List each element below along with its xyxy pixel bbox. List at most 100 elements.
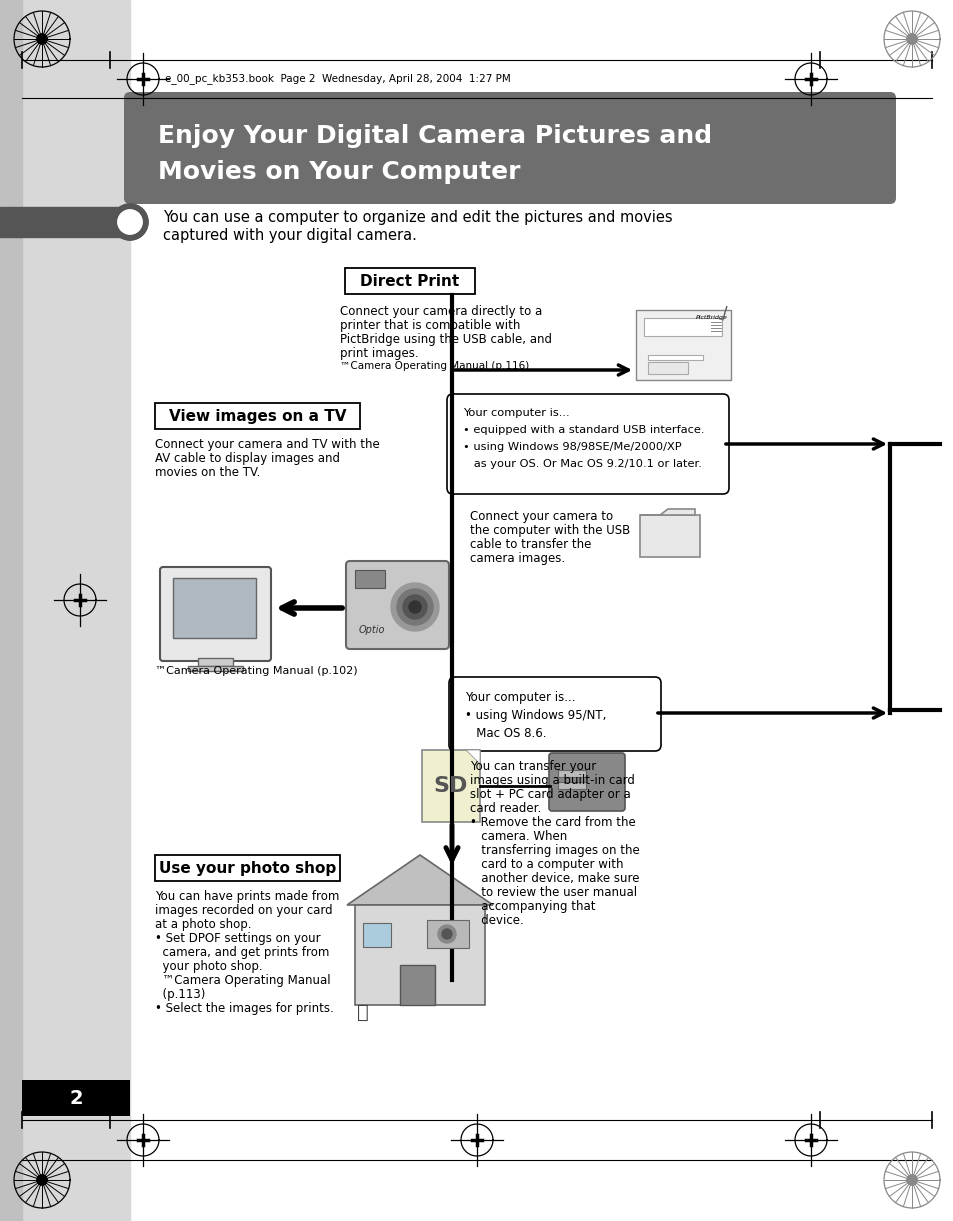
- Text: card to a computer with: card to a computer with: [470, 858, 623, 871]
- Text: PictBridge using the USB cable, and: PictBridge using the USB cable, and: [339, 333, 552, 346]
- Bar: [22, 1081, 130, 1116]
- Text: • equipped with a standard USB interface.: • equipped with a standard USB interface…: [462, 425, 703, 435]
- Text: printer that is compatible with: printer that is compatible with: [339, 319, 519, 332]
- Bar: [198, 658, 233, 665]
- Text: (p.113): (p.113): [154, 988, 205, 1001]
- Text: to review the user manual: to review the user manual: [470, 886, 637, 899]
- Bar: [643, 317, 721, 336]
- Text: 2: 2: [70, 1088, 83, 1107]
- Circle shape: [437, 926, 456, 943]
- Circle shape: [37, 1175, 47, 1186]
- Text: card reader.: card reader.: [470, 802, 540, 814]
- Text: accompanying that: accompanying that: [470, 900, 595, 913]
- Text: Your computer is...: Your computer is...: [462, 408, 569, 418]
- Bar: [363, 923, 391, 947]
- Text: • Remove the card from the: • Remove the card from the: [470, 816, 635, 829]
- Bar: [154, 855, 339, 882]
- Text: You can transfer your: You can transfer your: [470, 759, 596, 773]
- Text: camera. When: camera. When: [470, 830, 567, 842]
- Circle shape: [402, 595, 427, 619]
- Text: device.: device.: [470, 915, 523, 927]
- Circle shape: [441, 929, 452, 939]
- Text: Movies on Your Computer: Movies on Your Computer: [158, 160, 520, 184]
- Bar: [647, 361, 687, 374]
- Bar: [0, 0, 22, 1221]
- Circle shape: [409, 601, 420, 613]
- Bar: [22, 1081, 130, 1116]
- Text: You can have prints made from: You can have prints made from: [154, 890, 339, 904]
- Text: AV cable to display images and: AV cable to display images and: [154, 452, 339, 465]
- Bar: [355, 570, 385, 589]
- Text: Optio: Optio: [358, 625, 385, 635]
- Circle shape: [396, 589, 433, 625]
- Bar: [172, 578, 255, 639]
- Circle shape: [112, 204, 148, 241]
- Circle shape: [112, 204, 148, 241]
- Text: slot + PC card adapter or a: slot + PC card adapter or a: [470, 788, 630, 801]
- Text: Direct Print: Direct Print: [360, 274, 459, 288]
- FancyBboxPatch shape: [548, 753, 624, 811]
- FancyBboxPatch shape: [639, 515, 700, 557]
- Text: Enjoy Your Digital Camera Pictures and: Enjoy Your Digital Camera Pictures and: [158, 125, 711, 148]
- Text: Connect your camera and TV with the: Connect your camera and TV with the: [154, 438, 379, 451]
- Text: captured with your digital camera.: captured with your digital camera.: [163, 228, 416, 243]
- Text: /: /: [721, 304, 727, 322]
- Text: Connect your camera directly to a: Connect your camera directly to a: [339, 305, 541, 317]
- Bar: [188, 665, 243, 672]
- Text: as your OS. Or Mac OS 9.2/10.1 or later.: as your OS. Or Mac OS 9.2/10.1 or later.: [462, 459, 701, 469]
- Text: Connect your camera to: Connect your camera to: [470, 510, 613, 523]
- FancyBboxPatch shape: [160, 567, 271, 661]
- Text: • using Windows 95/NT,: • using Windows 95/NT,: [464, 709, 606, 722]
- Polygon shape: [347, 855, 493, 905]
- Text: e_00_pc_kb353.book  Page 2  Wednesday, April 28, 2004  1:27 PM: e_00_pc_kb353.book Page 2 Wednesday, Apr…: [165, 73, 510, 84]
- Bar: [647, 355, 702, 360]
- Text: • Select the images for prints.: • Select the images for prints.: [154, 1002, 334, 1015]
- Circle shape: [118, 210, 142, 234]
- Text: camera, and get prints from: camera, and get prints from: [154, 946, 329, 958]
- Bar: [427, 919, 469, 947]
- Text: ™Camera Operating Manual (p.116): ™Camera Operating Manual (p.116): [339, 361, 529, 371]
- Bar: [0, 0, 130, 1221]
- Bar: [399, 965, 435, 1005]
- Bar: [421, 750, 479, 822]
- Polygon shape: [639, 509, 695, 515]
- FancyBboxPatch shape: [124, 92, 895, 204]
- Text: ™Camera Operating Manual (p.102): ™Camera Operating Manual (p.102): [154, 665, 357, 676]
- FancyBboxPatch shape: [346, 560, 449, 650]
- Text: ⛹: ⛹: [356, 1002, 369, 1022]
- Text: PictBridge: PictBridge: [696, 315, 727, 320]
- Text: print images.: print images.: [339, 347, 418, 360]
- Text: at a photo shop.: at a photo shop.: [154, 918, 252, 930]
- Text: your photo shop.: your photo shop.: [154, 960, 262, 973]
- Text: transferring images on the: transferring images on the: [470, 844, 639, 857]
- Text: the computer with the USB: the computer with the USB: [470, 524, 630, 537]
- Text: images recorded on your card: images recorded on your card: [154, 904, 333, 917]
- Text: • using Windows 98/98SE/Me/2000/XP: • using Windows 98/98SE/Me/2000/XP: [462, 442, 680, 452]
- Bar: [345, 267, 475, 294]
- Text: ™Camera Operating Manual: ™Camera Operating Manual: [154, 974, 331, 987]
- Text: Your computer is...: Your computer is...: [464, 691, 575, 705]
- FancyBboxPatch shape: [447, 394, 728, 495]
- Text: another device, make sure: another device, make sure: [470, 872, 639, 885]
- Bar: [558, 770, 585, 777]
- Text: You can use a computer to organize and edit the pictures and movies: You can use a computer to organize and e…: [163, 210, 672, 225]
- Circle shape: [118, 210, 142, 234]
- Text: Use your photo shop: Use your photo shop: [159, 861, 335, 875]
- Text: camera images.: camera images.: [470, 552, 564, 565]
- Text: images using a built-in card: images using a built-in card: [470, 774, 634, 788]
- Text: • Set DPOF settings on your: • Set DPOF settings on your: [154, 932, 320, 945]
- Bar: [636, 310, 730, 380]
- Text: SD: SD: [434, 777, 468, 796]
- Text: Mac OS 8.6.: Mac OS 8.6.: [464, 726, 546, 740]
- Bar: [558, 781, 585, 789]
- Circle shape: [391, 582, 438, 631]
- Bar: [154, 403, 359, 429]
- Text: View images on a TV: View images on a TV: [169, 409, 346, 424]
- Bar: [0, 208, 130, 237]
- Text: movies on the TV.: movies on the TV.: [154, 466, 260, 479]
- Circle shape: [37, 34, 47, 44]
- Circle shape: [906, 1175, 916, 1186]
- Circle shape: [906, 34, 916, 44]
- Text: cable to transfer the: cable to transfer the: [470, 538, 591, 551]
- FancyBboxPatch shape: [449, 676, 660, 751]
